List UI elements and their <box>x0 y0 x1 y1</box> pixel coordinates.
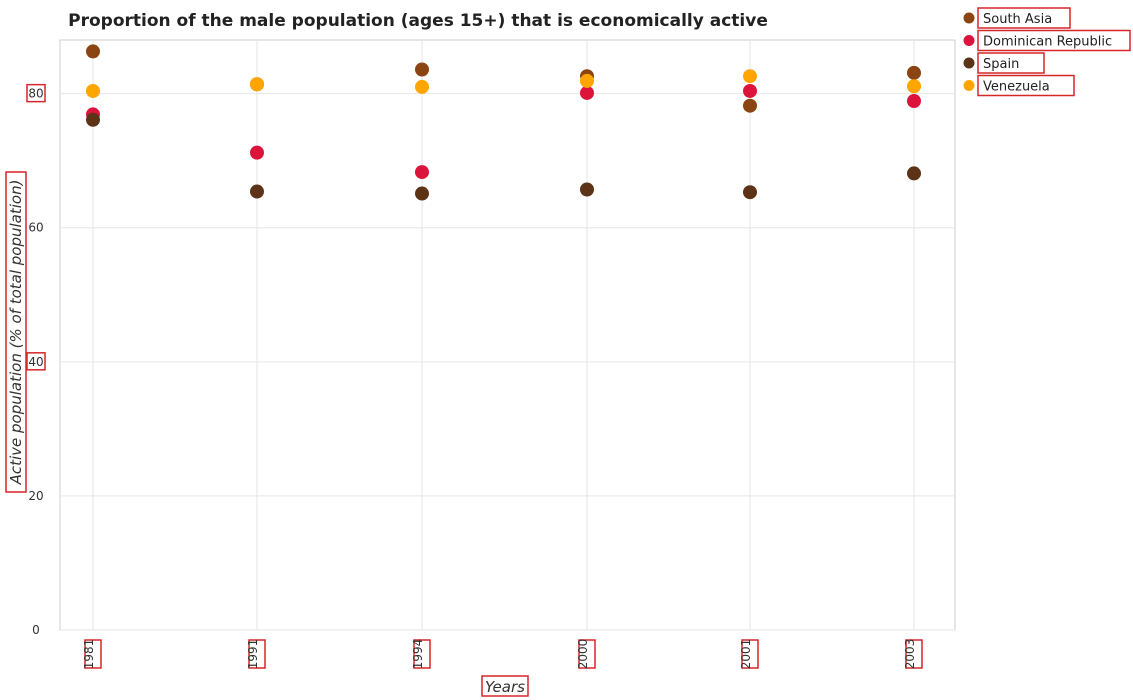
y-tick-labels: 0 20 40 60 80 <box>26 83 46 637</box>
y-tick-label: 80 <box>28 87 43 101</box>
data-point <box>580 73 594 88</box>
legend-item-box <box>977 29 1131 52</box>
data-point <box>250 184 264 199</box>
data-point <box>580 182 594 197</box>
x-tick-label: 2000 <box>576 639 590 670</box>
data-point <box>250 145 264 160</box>
legend-item-box <box>977 52 1045 74</box>
data-point <box>415 79 429 94</box>
data-point <box>86 112 100 127</box>
legend-label: South Asia <box>983 12 1052 27</box>
x-tick-label: 1981 <box>82 639 96 670</box>
x-tick-label: 2003 <box>903 639 917 670</box>
grid-lines <box>60 40 955 631</box>
y-tick-box <box>26 83 46 103</box>
data-points <box>86 44 921 201</box>
y-axis-title-box <box>5 171 27 493</box>
data-point <box>907 79 921 94</box>
x-tick-label: 1994 <box>411 639 425 670</box>
legend-marker <box>963 35 975 46</box>
data-point <box>743 98 757 113</box>
y-axis-title: Active population (% of total population… <box>7 180 25 486</box>
legend-marker <box>963 80 975 91</box>
legend-marker <box>963 12 975 24</box>
data-point <box>743 185 757 200</box>
plot-area <box>59 39 956 631</box>
y-tick-label: 60 <box>28 221 43 235</box>
legend-item-box <box>977 7 1071 29</box>
y-tick-label: 0 <box>32 623 40 637</box>
x-tick-label: 1991 <box>246 639 260 670</box>
legend-marker <box>963 57 975 69</box>
legend: South Asia Dominican Republic Spain Venezue… <box>963 7 1131 97</box>
data-point <box>86 44 100 59</box>
x-tick-label: 2001 <box>739 639 753 670</box>
data-point <box>743 69 757 84</box>
y-axis-title-group: Active population (% of total population… <box>5 171 27 493</box>
y-tick-box <box>26 352 46 371</box>
data-point <box>415 165 429 180</box>
data-point <box>743 83 757 98</box>
x-tick-labels: 1981 1991 1994 2000 2001 2003 <box>82 639 923 670</box>
data-point <box>907 94 921 109</box>
x-tick-box <box>413 639 431 669</box>
data-point <box>580 85 594 100</box>
legend-label: Dominican Republic <box>983 35 1112 50</box>
x-tick-box <box>84 639 102 669</box>
data-point <box>250 77 264 92</box>
legend-label: Venezuela <box>983 80 1050 95</box>
chart-title: Proportion of the male population (ages … <box>68 11 768 31</box>
legend-item-box <box>977 74 1075 97</box>
data-point <box>415 62 429 77</box>
y-tick-label: 40 <box>28 355 43 369</box>
data-point <box>907 65 921 80</box>
data-point <box>415 186 429 201</box>
x-tick-box <box>741 639 759 669</box>
x-axis-title: Years <box>485 678 525 696</box>
data-point <box>907 166 921 181</box>
x-axis-title-box <box>481 675 529 697</box>
legend-label: Spain <box>983 57 1019 72</box>
data-point <box>86 83 100 98</box>
x-tick-box <box>248 639 266 669</box>
x-tick-box <box>578 639 596 669</box>
y-tick-label: 20 <box>28 489 43 503</box>
x-tick-box <box>905 639 923 669</box>
x-axis-title-group: Years <box>481 675 529 697</box>
